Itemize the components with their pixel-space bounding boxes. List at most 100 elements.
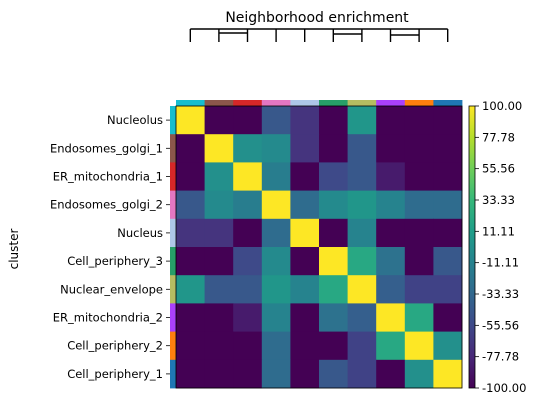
- heatmap-cell: [319, 303, 348, 332]
- heatmap-cell: [404, 190, 434, 220]
- column-cluster-color: [261, 100, 291, 106]
- heatmap-cell: [404, 134, 434, 163]
- colorbar-tick-label: 100.00: [482, 99, 522, 113]
- colorbar-tick-label: -33.33: [482, 287, 519, 301]
- heatmap-cell: [433, 162, 463, 191]
- heatmap-cell: [176, 275, 205, 304]
- row-label: Nucleus: [117, 226, 163, 240]
- heatmap-cell: [204, 359, 234, 389]
- heatmap-cell: [404, 106, 434, 135]
- heatmap-cell: [433, 303, 463, 332]
- row-label: Nuclear_envelope: [60, 282, 163, 296]
- heatmap-cell: [404, 247, 434, 276]
- heatmap-cell: [404, 162, 434, 191]
- colorbar-tick-label: -55.56: [482, 318, 519, 332]
- heatmap-cell: [261, 106, 291, 135]
- heatmap-cell: [404, 275, 434, 304]
- heatmap-cell: [347, 134, 377, 163]
- heatmap-cell: [376, 303, 406, 332]
- heatmap-cell: [376, 190, 406, 220]
- colorbar: [468, 105, 476, 389]
- heatmap-cell: [319, 247, 348, 276]
- heatmap-cell: [204, 303, 234, 332]
- heatmap-cell: [290, 162, 320, 191]
- heatmap-cell: [319, 331, 348, 361]
- heatmap-cell: [347, 247, 377, 276]
- column-cluster-color: [233, 100, 263, 106]
- column-dendrogram: [189, 28, 449, 42]
- row-cluster-color: [170, 247, 176, 276]
- heatmap-cell: [233, 162, 263, 191]
- heatmap-cell: [319, 359, 348, 389]
- row-label: Cell_periphery_1: [67, 367, 163, 381]
- heatmap-cell: [176, 134, 205, 163]
- heatmap-cell: [376, 331, 406, 361]
- heatmap-cell: [319, 162, 348, 191]
- heatmap-cell: [176, 303, 205, 332]
- heatmap-cells: [176, 106, 463, 389]
- heatmap-cell: [404, 218, 434, 248]
- heatmap-cell: [204, 331, 234, 361]
- heatmap-cell: [404, 359, 434, 389]
- row-label: ER_mitochondria_2: [53, 311, 163, 325]
- row-label: Cell_periphery_2: [67, 339, 163, 353]
- colorbar-tick-label: -100.00: [482, 381, 526, 395]
- heatmap-cell: [176, 106, 205, 135]
- heatmap-cell: [233, 303, 263, 332]
- heatmap-cell: [376, 247, 406, 276]
- heatmap-cell: [204, 247, 234, 276]
- heatmap-cell: [204, 218, 234, 248]
- row-cluster-color: [170, 106, 176, 135]
- heatmap-cell: [404, 331, 434, 361]
- heatmap-cell: [347, 162, 377, 191]
- heatmap-cell: [319, 275, 348, 304]
- colorbar-ticks: 100.00 77.78 55.56 33.33 11.11 -11.11 -33.33 -5…: [475, 99, 526, 395]
- heatmap-cell: [261, 218, 291, 248]
- heatmap-cell: [233, 190, 263, 220]
- row-cluster-color: [170, 331, 176, 361]
- heatmap-cell: [290, 218, 320, 248]
- colorbar-tick-label: -77.78: [482, 350, 519, 364]
- heatmap-cell: [290, 134, 320, 163]
- heatmap-cell: [290, 331, 320, 361]
- heatmap-cell: [347, 303, 377, 332]
- heatmap-cell: [319, 190, 348, 220]
- row-cluster-color: [170, 218, 176, 248]
- row-label: Cell_periphery_3: [67, 254, 163, 268]
- row-label: Endosomes_golgi_1: [50, 141, 163, 155]
- heatmap-cell: [290, 303, 320, 332]
- column-cluster-color: [376, 100, 406, 106]
- row-cluster-color: [170, 275, 176, 304]
- heatmap-cell: [261, 359, 291, 389]
- heatmap-cell: [261, 247, 291, 276]
- heatmap-cell: [433, 331, 463, 361]
- heatmap-cell: [233, 331, 263, 361]
- heatmap-cell: [290, 190, 320, 220]
- heatmap-cell: [347, 106, 377, 135]
- heatmap-cell: [376, 275, 406, 304]
- column-cluster-color: [176, 100, 205, 106]
- heatmap-cell: [176, 359, 205, 389]
- row-cluster-color: [170, 303, 176, 332]
- heatmap-cell: [376, 359, 406, 389]
- heatmap-cell: [290, 247, 320, 276]
- heatmap-cell: [204, 275, 234, 304]
- heatmap-cell: [347, 359, 377, 389]
- heatmap-cell: [433, 134, 463, 163]
- heatmap-cell: [233, 275, 263, 304]
- colorbar-tick-label: 11.11: [482, 224, 515, 238]
- row-cluster-color-strip: [170, 106, 176, 389]
- heatmap-cell: [233, 106, 263, 135]
- heatmap-cell: [176, 162, 205, 191]
- row-tick-labels: Nucleolus Endosomes_golgi_1 ER_mitochondri…: [50, 113, 170, 381]
- heatmap-frame: [175, 105, 463, 389]
- heatmap-cell: [347, 331, 377, 361]
- heatmap-cell: [290, 275, 320, 304]
- row-label: Nucleolus: [107, 113, 163, 127]
- colorbar-tick-label: -11.11: [482, 256, 519, 270]
- heatmap-cell: [347, 275, 377, 304]
- heatmap-cell: [376, 162, 406, 191]
- heatmap-cell: [204, 134, 234, 163]
- heatmap-cell: [261, 275, 291, 304]
- heatmap-cell: [176, 247, 205, 276]
